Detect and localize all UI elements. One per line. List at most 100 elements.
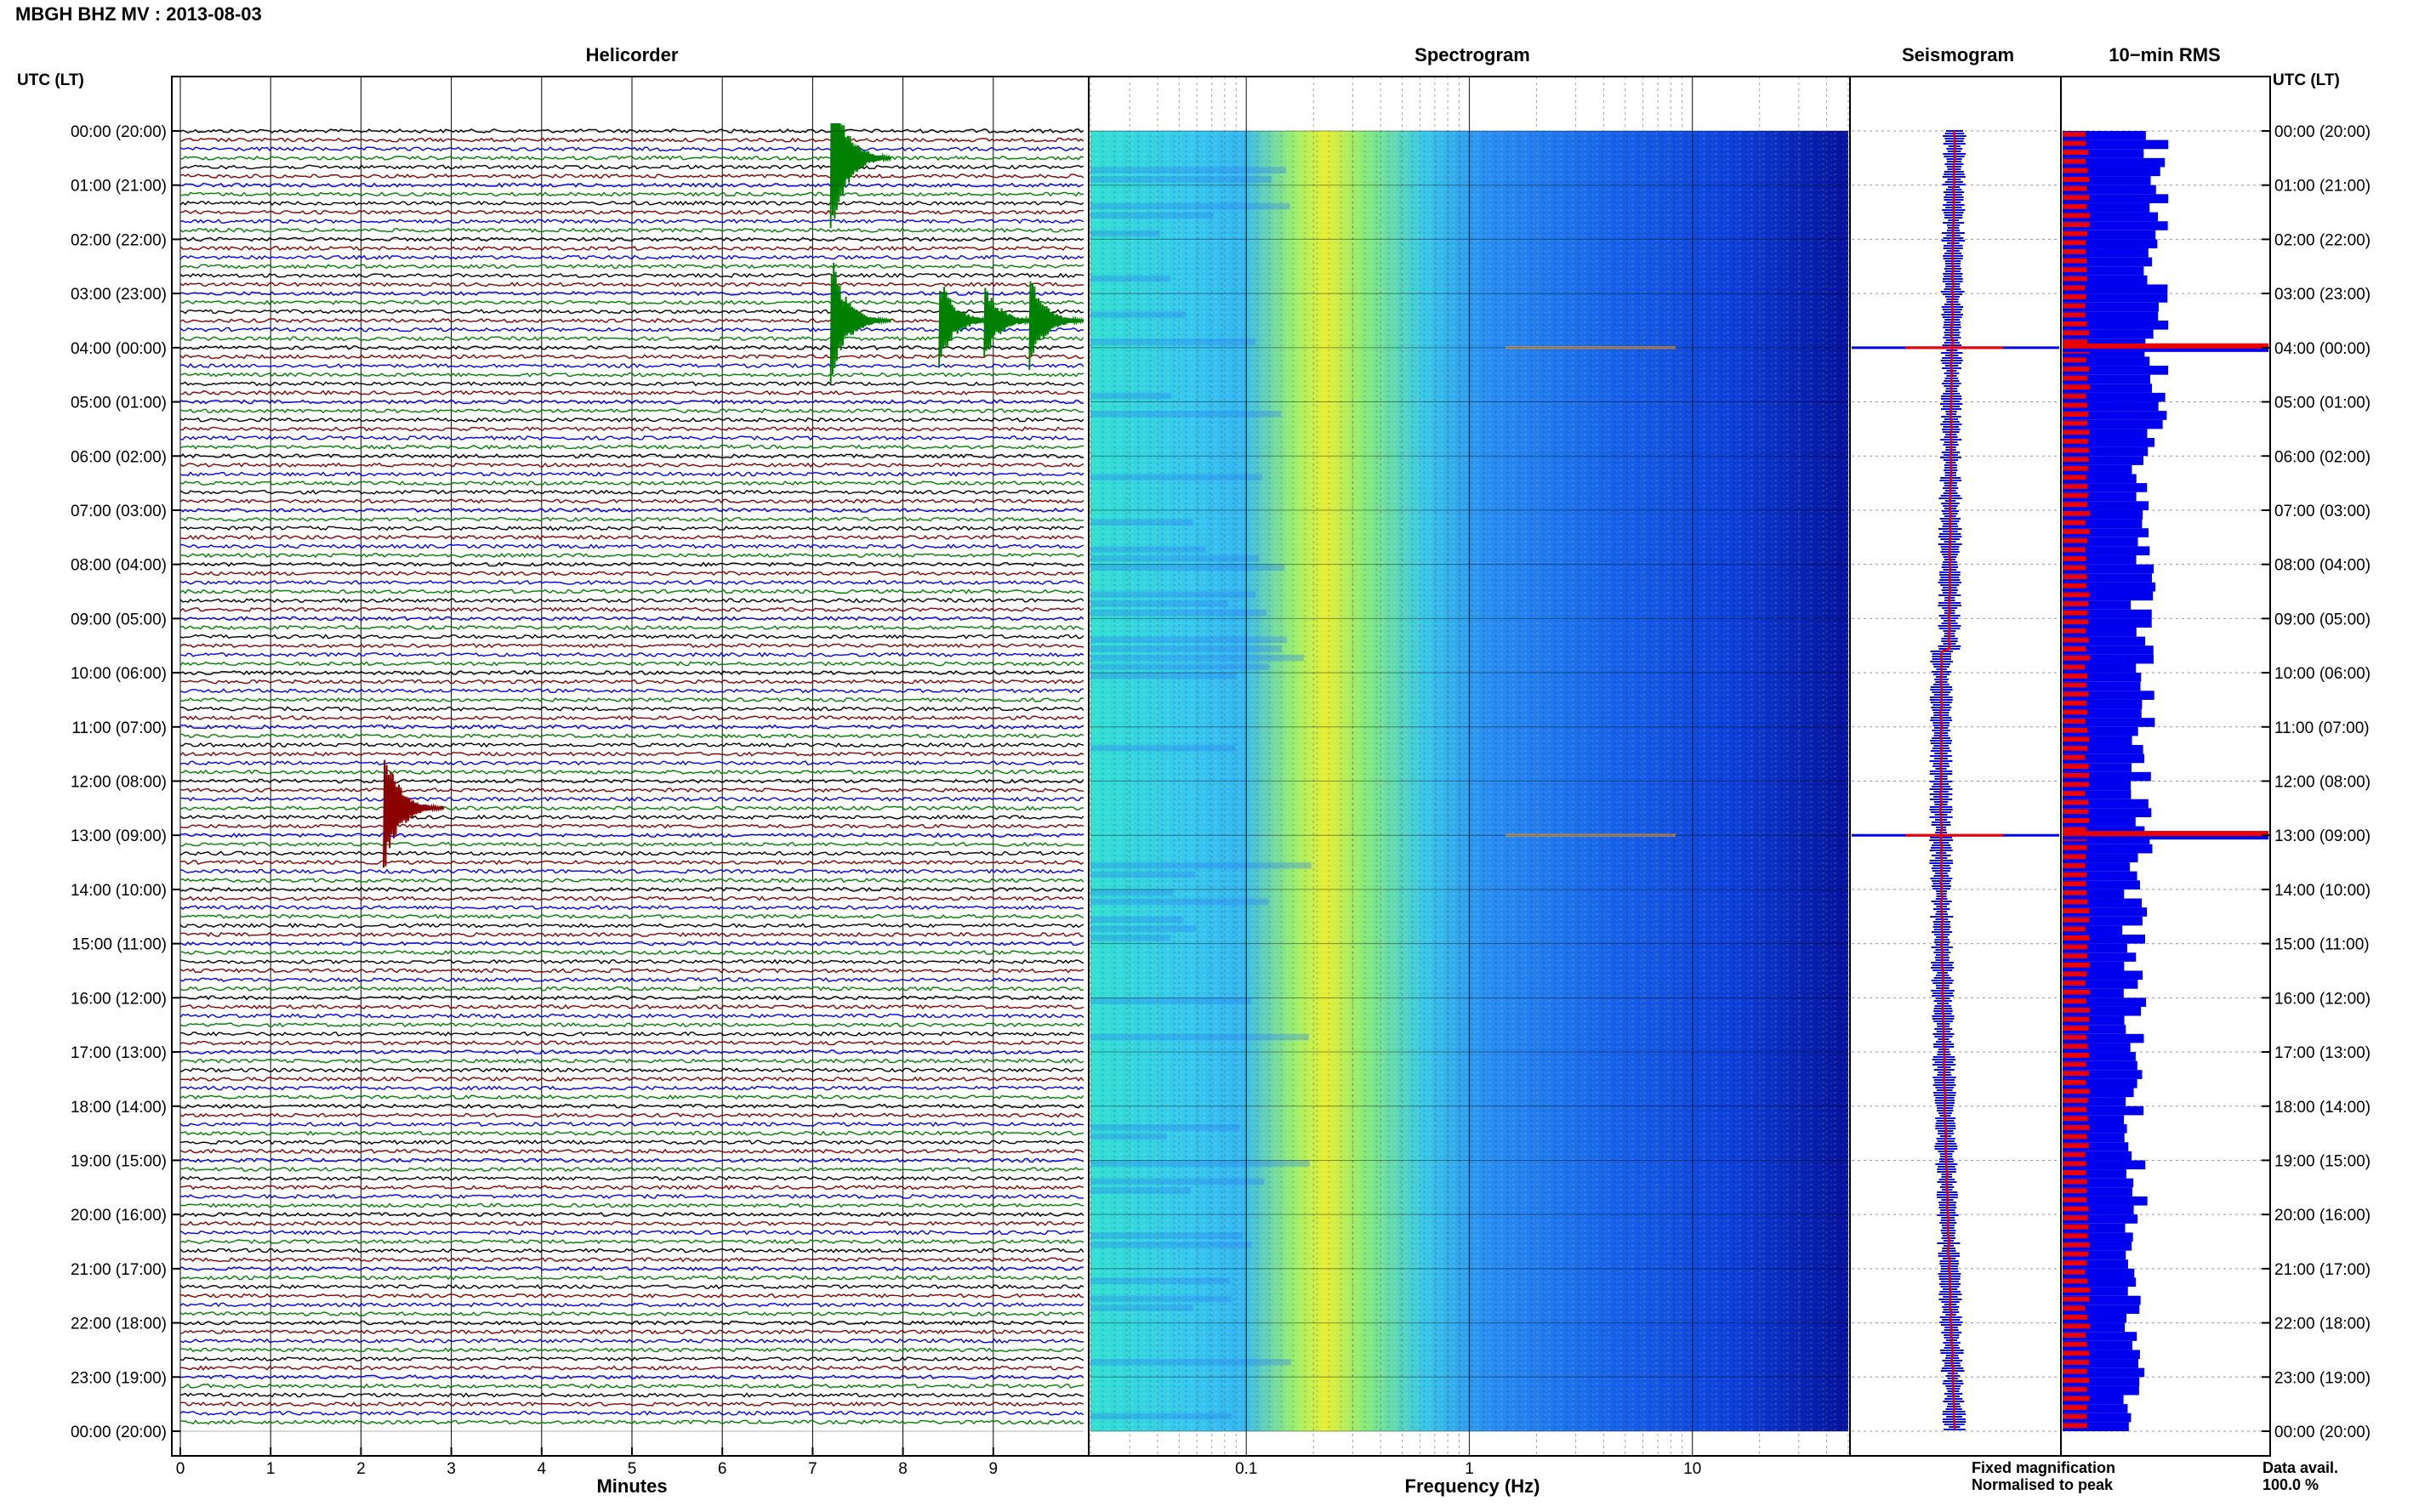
rms-bar-normalised [2063, 1061, 2086, 1067]
rms-bar-fixed [2063, 654, 2154, 664]
rms-bar-fixed [2063, 275, 2148, 285]
helicorder-trace [180, 471, 1084, 477]
left-time-label: 17:00 (13:00) [71, 1044, 167, 1062]
right-time-label: 12:00 (08:00) [2274, 774, 2371, 792]
left-time-label: 13:00 (09:00) [71, 827, 167, 845]
rms-bar-fixed [2063, 483, 2148, 492]
rms-bar-normalised [2063, 782, 2089, 787]
rms-bar-fixed [2063, 889, 2125, 899]
rms-bar-normalised [2063, 1260, 2087, 1266]
helicorder-trace [180, 995, 1084, 1001]
rms-bar-normalised [2063, 367, 2090, 372]
helicorder-trace [180, 1238, 1084, 1245]
helicorder-trace [180, 724, 1084, 730]
rms-bar-fixed [2063, 1277, 2137, 1287]
helicorder-trace [180, 507, 1084, 514]
helicorder-trace [180, 1031, 1084, 1037]
right-time-label: 05:00 (01:00) [2274, 395, 2371, 412]
rms-bar-fixed [2063, 248, 2149, 258]
helicorder-trace [180, 624, 1084, 631]
rms-bar-fixed [2063, 456, 2143, 465]
helicorder-trace [180, 372, 1084, 378]
helicorder-trace [180, 317, 1084, 323]
spectrogram-streak [1090, 1033, 1309, 1041]
spectrogram-streak [1090, 555, 1260, 562]
helicorder-trace [180, 327, 1084, 333]
spectrogram-panel [1090, 77, 1849, 1456]
helicorder-trace [180, 669, 1084, 676]
rms-bar-fixed [2063, 1070, 2143, 1079]
right-time-label: 09:00 (05:00) [2274, 611, 2371, 628]
rms-bar-normalised [2063, 1287, 2090, 1293]
helicorder-trace [180, 923, 1084, 929]
rms-bar-fixed [2063, 537, 2138, 547]
helicorder-trace [180, 905, 1084, 911]
helicorder-event [383, 759, 445, 868]
helicorder-trace [180, 823, 1084, 829]
rms-bar-fixed [2063, 736, 2132, 746]
rms-bar-fixed [2063, 1106, 2144, 1116]
rms-bar-fixed [2063, 618, 2152, 628]
helicorder-trace [180, 1175, 1084, 1181]
helicorder-trace [180, 606, 1084, 612]
right-axis-title: UTC (LT) [2273, 71, 2340, 89]
helicorder-trace [180, 1302, 1084, 1308]
rms-bar-fixed [2063, 1160, 2146, 1170]
rms-bar-normalised [2063, 1098, 2088, 1103]
spectrogram-streak [1090, 871, 1196, 878]
helicorder-trace [180, 1220, 1084, 1226]
left-time-label: 12:00 (08:00) [71, 774, 167, 792]
helicorder-trace [180, 643, 1084, 649]
rms-bar-normalised [2063, 817, 2089, 823]
rms-bar-normalised [2063, 1215, 2088, 1221]
rms-bar-normalised [2063, 321, 2087, 327]
helicorder-trace [180, 543, 1084, 549]
helicorder-trace [180, 805, 1084, 811]
rms-bar-normalised [2063, 484, 2088, 489]
helicorder-trace [180, 1022, 1084, 1028]
spectrogram-streak [1090, 925, 1197, 932]
spectrogram-streak [1090, 645, 1282, 652]
rms-bar-fixed [2063, 1006, 2142, 1016]
rms-bar-normalised [2063, 1026, 2089, 1032]
rms-bar-fixed [2063, 998, 2147, 1007]
rms-bar-normalised [2063, 502, 2087, 508]
rms-bar-normalised [2063, 754, 2086, 760]
helicorder-trace [180, 254, 1084, 260]
rms-bar-normalised [2063, 475, 2086, 480]
left-time-label: 07:00 (03:00) [71, 503, 167, 520]
rms-bar-fixed [2063, 1187, 2132, 1197]
rms-bar-fixed [2063, 555, 2137, 565]
helicorder-trace [180, 1230, 1084, 1236]
rms-bar-fixed [2063, 1232, 2133, 1242]
rms-bar-normalised [2063, 844, 2087, 850]
frequency-tick-label: 10 [1683, 1460, 1701, 1478]
left-time-label: 15:00 (11:00) [71, 936, 167, 954]
rms-bar-normalised [2063, 971, 2087, 977]
right-time-label: 00:00 (20:00) [2274, 1424, 2371, 1441]
legend-normalised-to-peak: Normalised to peak [1972, 1476, 2114, 1493]
helicorder-trace [180, 480, 1084, 486]
helicorder-trace [180, 561, 1084, 567]
rms-bar-fixed [2063, 564, 2154, 574]
helicorder-trace [180, 1040, 1084, 1046]
rms-bar-normalised [2063, 447, 2089, 453]
rms-bar-fixed [2063, 167, 2160, 177]
helicorder-trace [180, 408, 1084, 414]
rms-bar-normalised [2063, 628, 2086, 634]
right-time-labels: 00:00 (20:00) 01:00 (21:00) 02:00 (22:00) 0… [2262, 123, 2371, 1441]
rms-bar-normalised [2063, 746, 2088, 751]
rms-bar-normalised [2063, 637, 2089, 643]
rms-bar-normalised [2063, 709, 2088, 715]
helicorder-trace [180, 1401, 1084, 1407]
left-time-label: 19:00 (15:00) [71, 1152, 167, 1170]
rms-bar-fixed [2063, 1088, 2134, 1098]
helicorder-trace [180, 272, 1084, 278]
rms-bar-normalised [2063, 339, 2087, 345]
minute-tick-label: 1 [266, 1460, 276, 1478]
rms-bar-fixed [2063, 492, 2137, 502]
helicorder-trace [180, 1410, 1084, 1416]
rms-bar-fixed [2063, 808, 2152, 817]
rms-bar-fixed [2063, 384, 2153, 393]
rms-bar-normalised [2063, 249, 2086, 254]
